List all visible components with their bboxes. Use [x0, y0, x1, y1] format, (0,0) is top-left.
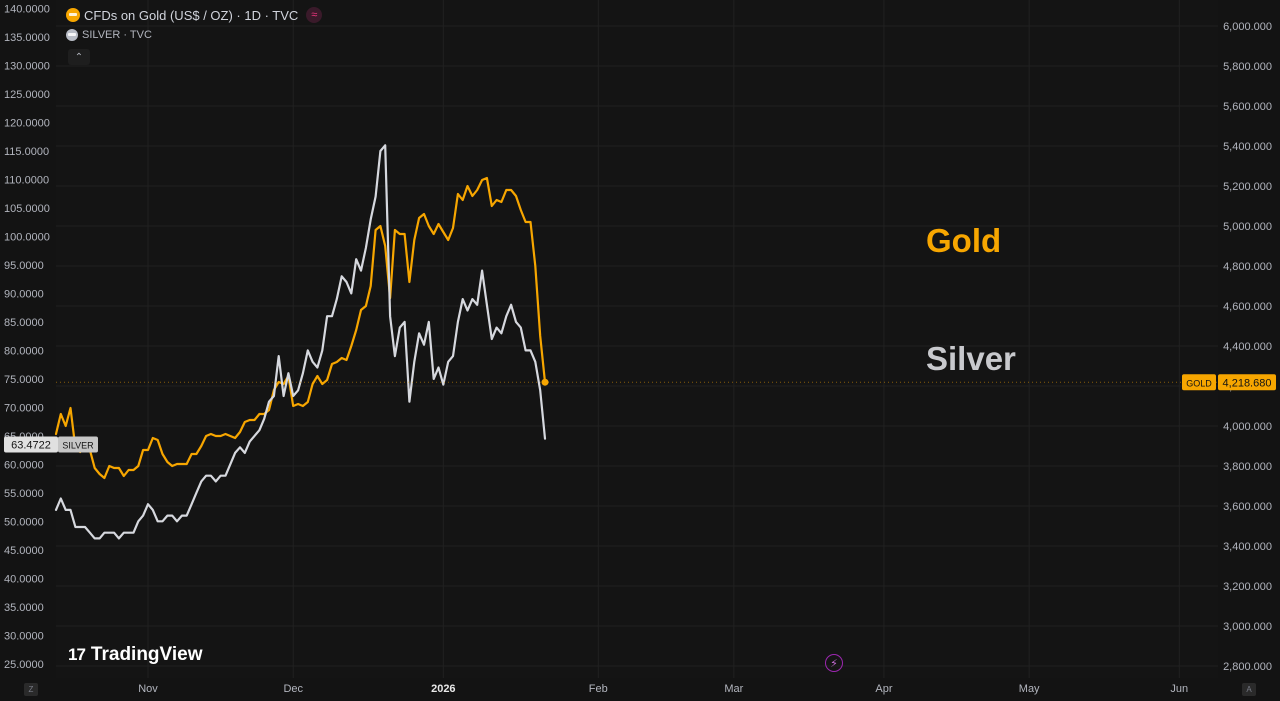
left-tick-label: 30.0000 [4, 630, 44, 642]
legend-collapse-button[interactable]: ⌃ [68, 49, 90, 65]
left-tick-label: 50.0000 [4, 516, 44, 528]
gold-tag-value: 4,218.680 [1223, 377, 1272, 389]
right-tick-label: 5,600.000 [1223, 101, 1272, 113]
plot-area [56, 0, 1218, 678]
silver-tag-name-bg [58, 436, 98, 453]
left-tick-label: 70.0000 [4, 402, 44, 414]
tradingview-mark-icon: 17 [68, 645, 86, 664]
time-tick-label: Jun [1170, 683, 1188, 695]
silver-symbol-icon [66, 29, 78, 41]
legend-gold-row[interactable]: CFDs on Gold (US$ / OZ) · 1D · TVC ≈ [66, 6, 323, 24]
series-line-silver [54, 144, 547, 540]
right-tick-label: 3,800.000 [1223, 461, 1272, 473]
right-tick-label: 4,800.000 [1223, 261, 1272, 273]
left-tick-label: 130.0000 [4, 61, 50, 73]
right-corner-button[interactable]: A [1242, 683, 1256, 696]
tradingview-logo[interactable]: 17 TradingView [68, 644, 203, 666]
left-tick-label: 85.0000 [4, 317, 44, 329]
gold-last-point [541, 378, 549, 386]
time-tick-label: Apr [875, 683, 892, 695]
left-tick-label: 140.0000 [4, 4, 50, 16]
left-tick-label: 125.0000 [4, 89, 50, 101]
time-tick-label: Dec [283, 683, 303, 695]
time-axis[interactable]: Nov Dec 2026 Feb Mar Apr May Jun [138, 683, 1188, 695]
left-tick-label: 120.0000 [4, 117, 50, 129]
right-tick-label: 3,400.000 [1223, 541, 1272, 553]
price-tags: GOLD 4,218.680 63.4722 SILVER [4, 374, 1276, 453]
right-tick-label: 3,600.000 [1223, 501, 1272, 513]
left-tick-label: 80.0000 [4, 345, 44, 357]
tradingview-brand-text: TradingView [90, 644, 203, 665]
lightning-icon[interactable]: ⚡ [825, 654, 843, 672]
left-tick-label: 100.0000 [4, 231, 50, 243]
gold-annotation: Gold [926, 222, 1002, 259]
left-tick-label: 35.0000 [4, 602, 44, 614]
right-tick-label: 5,800.000 [1223, 61, 1272, 73]
right-tick-label: 4,600.000 [1223, 301, 1272, 313]
left-corner-button[interactable]: Z [24, 683, 38, 696]
series-layer [54, 144, 549, 540]
left-tick-label: 75.0000 [4, 374, 44, 386]
gold-tag-name-bg [1182, 374, 1216, 391]
left-tick-label: 110.0000 [4, 174, 49, 186]
wave-icon[interactable]: ≈ [306, 7, 323, 23]
chart-legend: CFDs on Gold (US$ / OZ) · 1D · TVC ≈ SIL… [66, 6, 323, 46]
right-tick-label: 6,000.000 [1223, 21, 1272, 33]
right-tick-label: 5,000.000 [1223, 221, 1272, 233]
time-tick-label: Nov [138, 683, 158, 695]
chevron-up-icon: ⌃ [74, 51, 84, 63]
gold-tag-name: GOLD [1186, 378, 1212, 388]
gold-tag-value-bg [1218, 374, 1276, 391]
legend-gold-title: CFDs on Gold (US$ / OZ) · 1D · TVC [84, 7, 299, 23]
left-tick-label: 90.0000 [4, 288, 44, 300]
right-tick-label: 5,200.000 [1223, 181, 1272, 193]
time-tick-label: 2026 [431, 683, 455, 695]
left-price-axis[interactable]: 25.0000 30.0000 35.0000 40.0000 45.0000 50.00… [4, 4, 50, 671]
time-tick-label: May [1019, 683, 1040, 695]
left-tick-label: 60.0000 [4, 459, 44, 471]
left-tick-label: 95.0000 [4, 260, 44, 272]
legend-silver-title: SILVER · TVC [82, 29, 152, 41]
left-tick-label: 45.0000 [4, 545, 44, 557]
series-line-gold [54, 176, 547, 480]
right-tick-label: 3,200.000 [1223, 581, 1272, 593]
time-tick-label: Feb [589, 683, 608, 695]
silver-tag-value-bg [4, 436, 58, 453]
left-tick-label: 135.0000 [4, 32, 50, 44]
right-tick-label: 5,400.000 [1223, 141, 1272, 153]
right-tick-label: 2,800.000 [1223, 661, 1272, 673]
right-tick-label: 3,000.000 [1223, 621, 1272, 633]
silver-annotation: Silver [926, 340, 1016, 377]
silver-tag-name: SILVER [62, 441, 94, 451]
right-tick-label: 4,400.000 [1223, 341, 1272, 353]
left-tick-label: 105.0000 [4, 203, 50, 215]
silver-tag-value: 63.4722 [11, 440, 51, 452]
right-tick-label: 4,000.000 [1223, 421, 1272, 433]
right-price-axis[interactable]: 2,800.000 3,000.000 3,200.000 3,400.000 3,60… [1223, 21, 1272, 673]
grid-lines [56, 0, 1218, 678]
gold-symbol-icon [66, 8, 80, 22]
legend-silver-row[interactable]: SILVER · TVC [66, 26, 322, 44]
time-tick-label: Mar [724, 683, 743, 695]
left-tick-label: 40.0000 [4, 573, 44, 585]
left-tick-label: 25.0000 [4, 659, 44, 671]
left-tick-label: 55.0000 [4, 488, 44, 500]
left-tick-label: 115.0000 [4, 146, 49, 158]
